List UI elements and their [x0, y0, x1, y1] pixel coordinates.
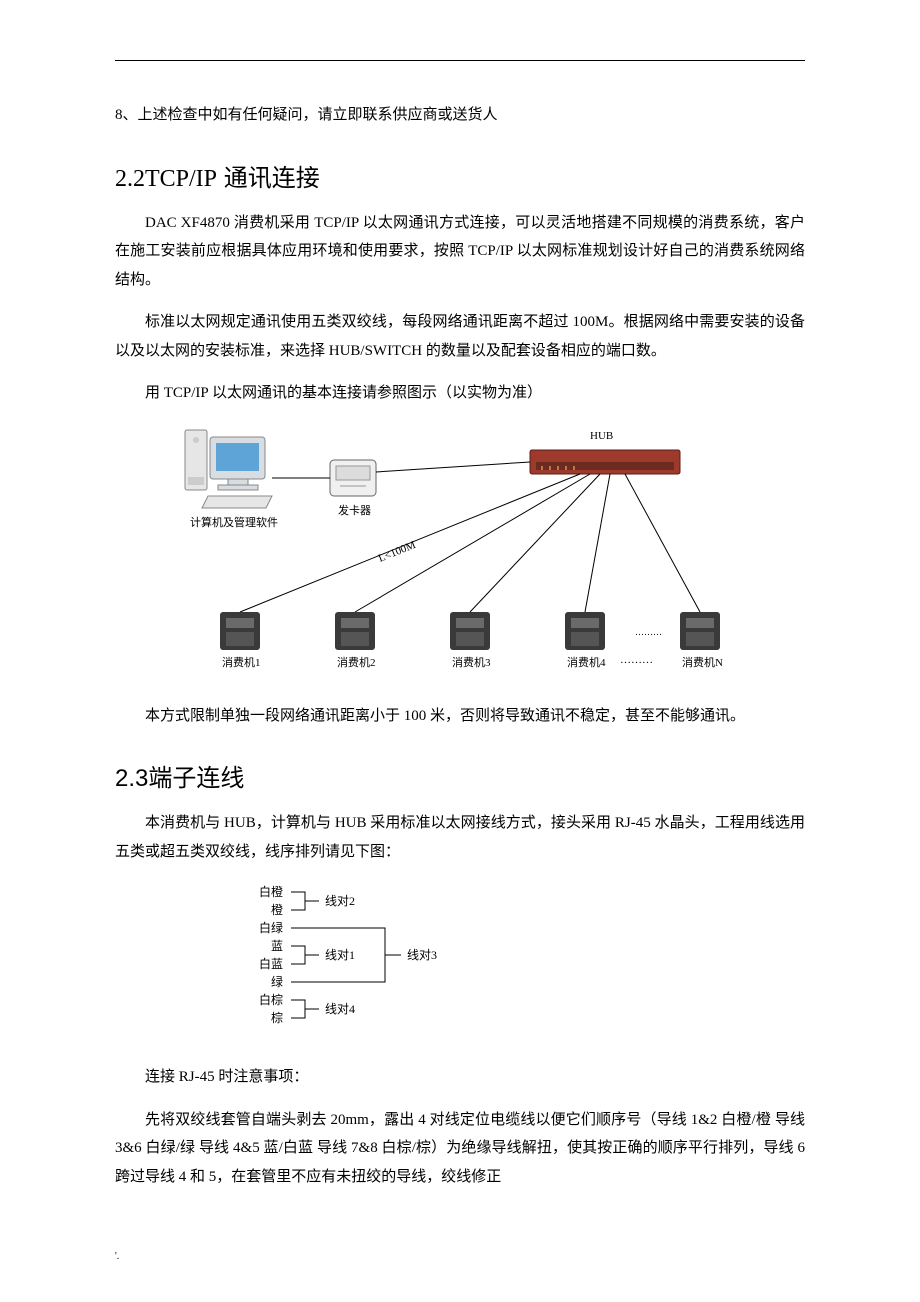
- terminal-dots-2: ………: [635, 627, 662, 637]
- card-reader-label: 发卡器: [338, 502, 371, 518]
- terminal-1-label: 消费机1: [222, 654, 261, 670]
- computer-icon: [185, 430, 272, 508]
- svg-text:线对4: 线对4: [325, 1002, 355, 1016]
- terminal-2-label: 消费机2: [337, 654, 376, 670]
- svg-text:白橙: 白橙: [259, 884, 283, 899]
- svg-text:线对1: 线对1: [325, 948, 355, 962]
- network-diagram: L<100M: [180, 422, 740, 682]
- terminal-n-label: 消费机N: [682, 654, 723, 670]
- terminal-4-label: 消费机4: [567, 654, 606, 670]
- hub-fanout-lines: [240, 474, 700, 612]
- network-diagram-svg: L<100M: [180, 422, 740, 682]
- paragraph-2-2-c: 用 TCP/IP 以太网通讯的基本连接请参照图示（以实物为准）: [115, 379, 805, 408]
- paragraph-rj45-note: 连接 RJ-45 时注意事项：: [115, 1063, 805, 1092]
- link-reader-hub: [376, 462, 530, 472]
- terminal-3-label: 消费机3: [452, 654, 491, 670]
- length-label-text: L<100M: [377, 538, 418, 564]
- svg-text:白蓝: 白蓝: [259, 956, 283, 971]
- paragraph-rj45-steps: 先将双绞线套管自端头剥去 20mm，露出 4 对线定位电缆线以便它们顺序号（导线…: [115, 1106, 805, 1192]
- page-container: 8、上述检查中如有任何疑问，请立即联系供应商或送货人 2.2TCP/IP 通讯连…: [0, 0, 920, 1302]
- hub-label: HUB: [590, 430, 613, 442]
- paragraph-2-2-a: DAC XF4870 消费机采用 TCP/IP 以太网通讯方式连接，可以灵活地搭…: [115, 209, 805, 295]
- svg-text:白绿: 白绿: [259, 920, 283, 935]
- paragraph-2-2-b: 标准以太网规定通讯使用五类双绞线，每段网络通讯距离不超过 100M。根据网络中需…: [115, 308, 805, 365]
- terminal-n-icon: [680, 612, 720, 650]
- svg-text:绿: 绿: [271, 974, 283, 989]
- computer-label: 计算机及管理软件: [190, 514, 278, 530]
- svg-text:棕: 棕: [271, 1010, 283, 1025]
- paragraph-2-3-a: 本消费机与 HUB，计算机与 HUB 采用标准以太网接线方式，接头采用 RJ-4…: [115, 809, 805, 866]
- heading-2-3: 2.3端子连线: [115, 758, 805, 793]
- heading-2-2: 2.2TCP/IP 通讯连接: [115, 158, 805, 193]
- paragraph-check-note: 8、上述检查中如有任何疑问，请立即联系供应商或送货人: [115, 101, 805, 130]
- terminal-3-icon: [450, 612, 490, 650]
- wire-left-labels: 白橙 橙 白绿 蓝 白蓝 绿 白棕 棕: [259, 884, 283, 1025]
- svg-text:线对3: 线对3: [407, 948, 437, 962]
- terminal-4-icon: [565, 612, 605, 650]
- svg-text:橙: 橙: [271, 902, 283, 917]
- wire-diagram-svg: 白橙 橙 白绿 蓝 白蓝 绿 白棕 棕: [235, 880, 495, 1050]
- heading-2-2-tcpip: TCP/IP: [145, 166, 217, 192]
- heading-2-2-number: 2.2: [115, 166, 145, 192]
- wire-pair-labels: 线对2 线对1 线对3 线对4: [325, 894, 437, 1016]
- terminal-dots-1: ………: [620, 654, 653, 666]
- svg-text:白棕: 白棕: [259, 992, 283, 1007]
- footer-mark: '.: [115, 1251, 119, 1262]
- svg-text:线对2: 线对2: [325, 894, 355, 908]
- hub-icon: [530, 450, 680, 474]
- terminal-1-icon: [220, 612, 260, 650]
- paragraph-2-2-d: 本方式限制单独一段网络通讯距离小于 100 米，否则将导致通讯不稳定，甚至不能够…: [115, 702, 805, 731]
- terminal-2-icon: [335, 612, 375, 650]
- header-rule: [115, 60, 805, 61]
- wire-diagram: 白橙 橙 白绿 蓝 白蓝 绿 白棕 棕: [235, 880, 495, 1055]
- card-reader-icon: [330, 460, 376, 496]
- svg-text:蓝: 蓝: [271, 939, 283, 953]
- heading-2-2-suffix: 通讯连接: [217, 165, 320, 192]
